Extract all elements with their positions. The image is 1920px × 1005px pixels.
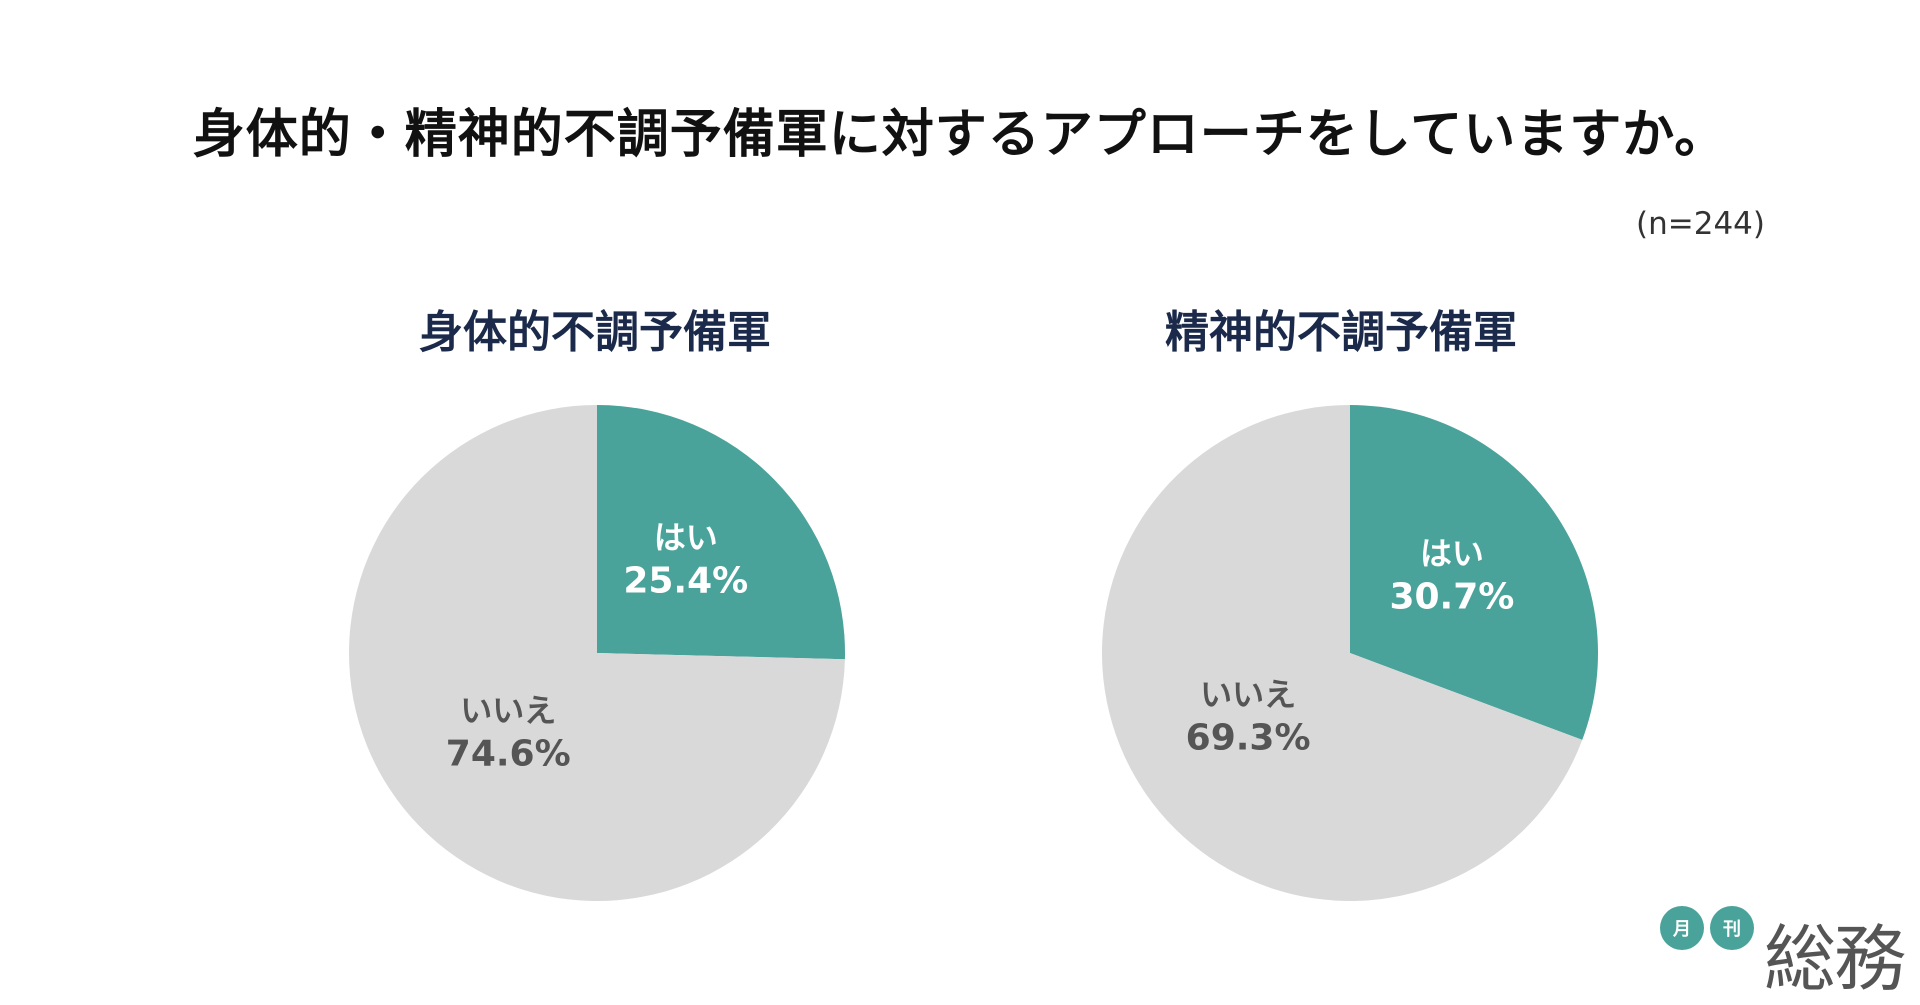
pie-label-physical-no: いいえ (460, 692, 556, 730)
chart-title-physical: 身体的不調予備軍 (419, 307, 771, 358)
pie-value-mental-yes: 30.7% (1389, 576, 1514, 617)
pie-slice-mental-yes (1350, 405, 1598, 740)
sample-size-label: (n=244) (1636, 206, 1765, 242)
logo-wordmark: 総務 (1764, 917, 1906, 1001)
pie-value-physical-yes: 25.4% (623, 560, 748, 601)
pie-slice-mental-no (1101, 405, 1583, 901)
page-title: 身体的・精神的不調予備軍に対するアプローチをしていますか。 (192, 105, 1728, 165)
pie-slice-physical-yes (597, 405, 845, 660)
logo-badge-month: 月 (1660, 906, 1704, 950)
pie-value-physical-no: 74.6% (446, 734, 571, 775)
pie-value-mental-no: 69.3% (1186, 718, 1311, 759)
chart-title-mental: 精神的不調予備軍 (1165, 307, 1517, 358)
pie-label-mental-no: いいえ (1200, 676, 1296, 714)
pie-slice-physical-no (349, 405, 845, 901)
logo-badge-publication: 刊 (1710, 906, 1754, 950)
pie-label-physical-yes: はい (654, 518, 718, 556)
pie-label-mental-yes: はい (1420, 534, 1484, 572)
brand-logo: 月 刊 総務 (1660, 900, 1910, 1001)
